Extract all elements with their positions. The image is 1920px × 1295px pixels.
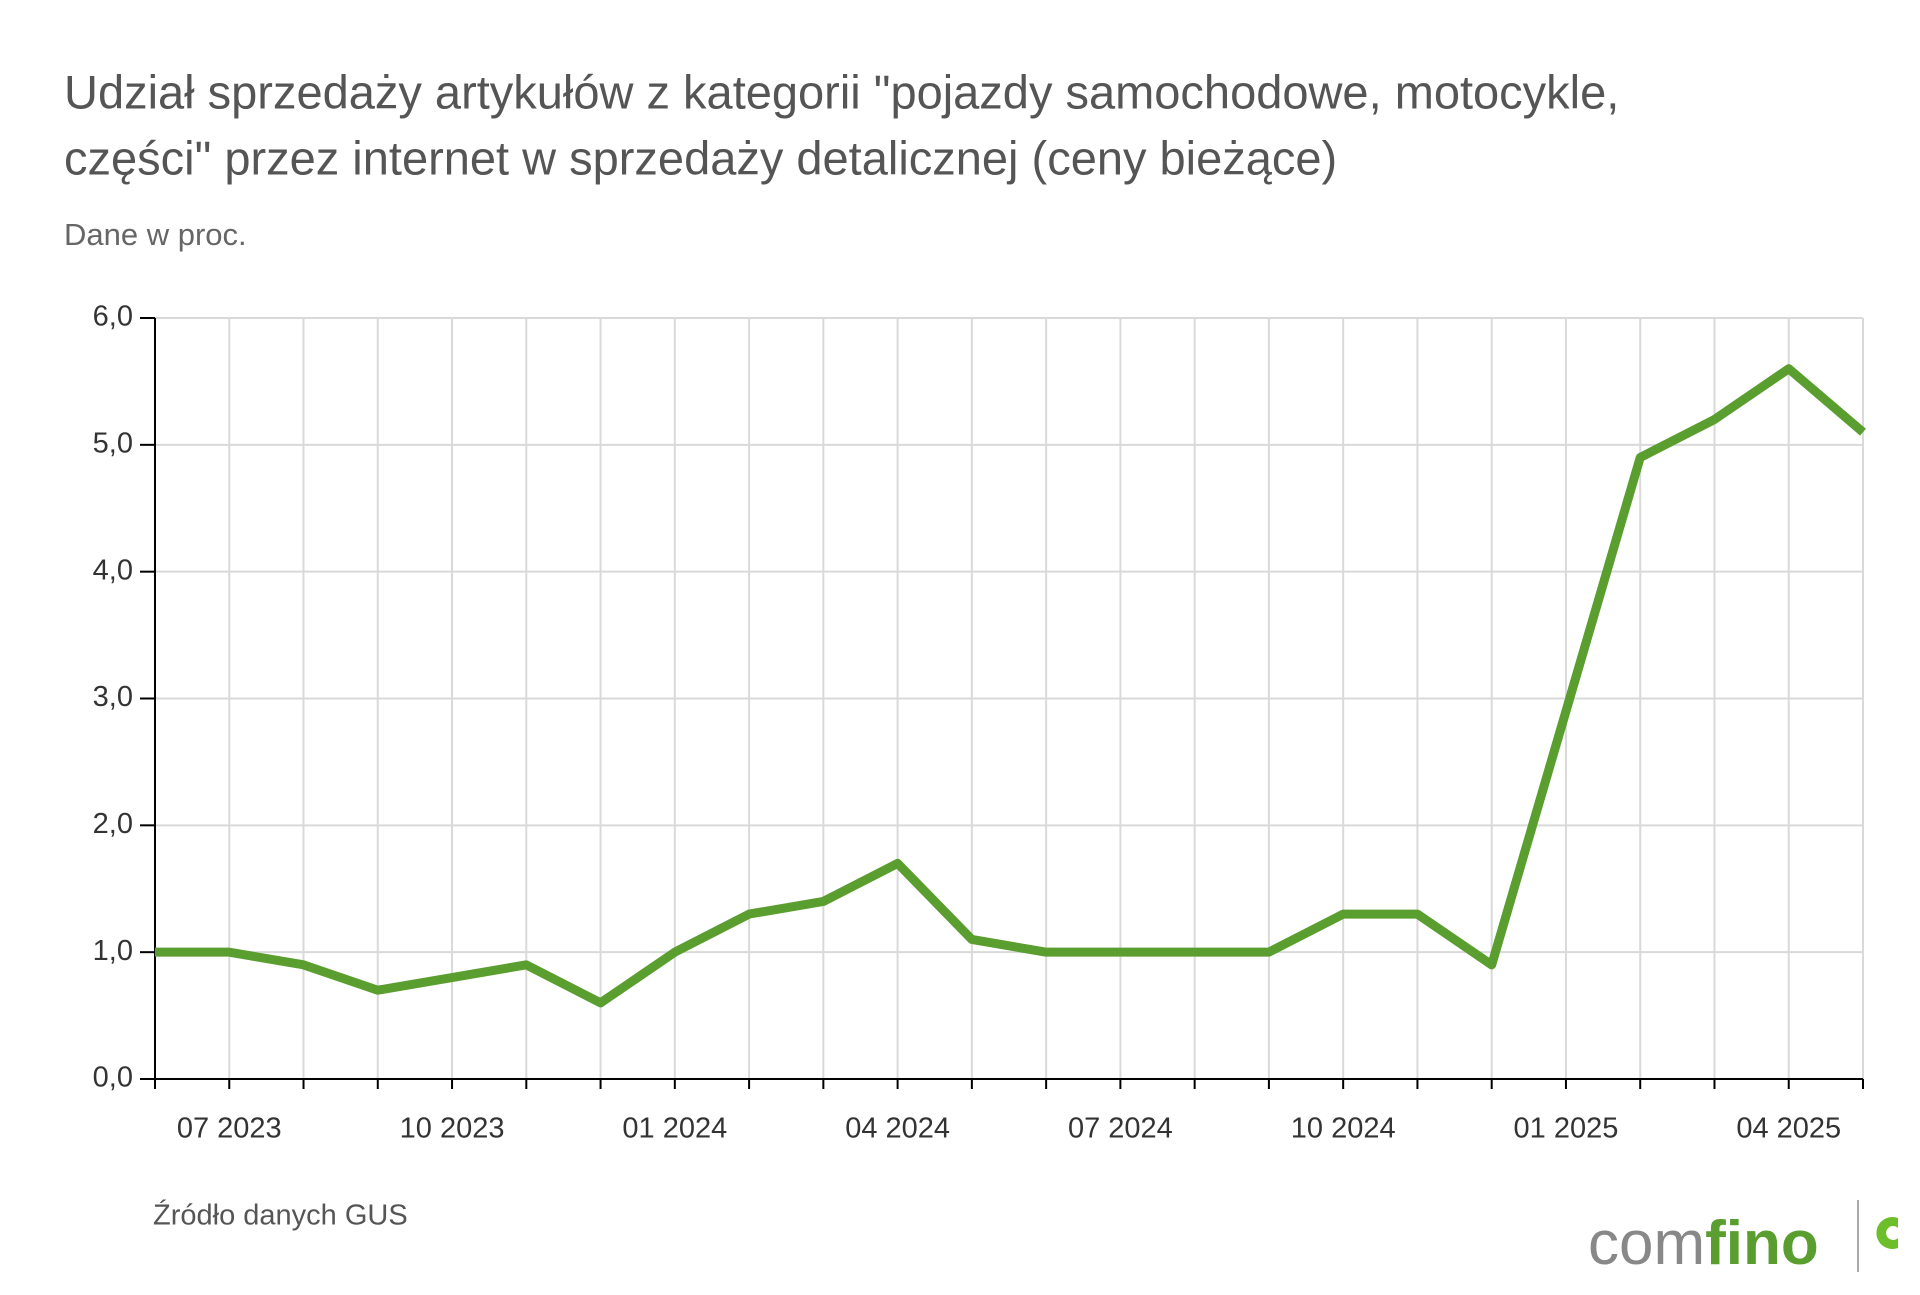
x-tick-label: 07 2024 [1068,1113,1173,1145]
x-tick-label: 10 2024 [1291,1113,1396,1145]
logo-part: fino [1705,1209,1819,1278]
x-tick-label: 04 2025 [1736,1113,1841,1145]
logo-icon [1876,1217,1898,1250]
source: Źródło danych GUS [153,1199,408,1232]
x-tick-label: 07 2023 [177,1113,282,1145]
chart-subtitle: Dane w proc. [64,217,247,252]
logo-text: comfino [1588,1209,1819,1278]
x-tick-label: 04 2024 [845,1113,950,1145]
y-tick-label: 0,0 [93,1062,133,1094]
y-tick-label: 5,0 [93,427,133,459]
chart-title: części" przez internet w sprzedaży detal… [64,131,1337,184]
y-tick-label: 4,0 [93,554,133,586]
logo-part: com [1588,1209,1705,1278]
data-line [155,364,1866,1008]
logo: comfino [1588,1200,1898,1278]
x-tick-label: 01 2024 [622,1113,727,1145]
y-tick-label: 6,0 [93,301,133,333]
x-tick-label: 10 2023 [400,1113,505,1145]
y-tick-label: 2,0 [93,808,133,840]
chart-title: Udział sprzedaży artykułów z kategorii "… [64,65,1619,118]
y-tick-label: 3,0 [93,681,133,713]
y-tick-label: 1,0 [93,935,133,967]
x-tick-label: 01 2025 [1514,1113,1619,1145]
